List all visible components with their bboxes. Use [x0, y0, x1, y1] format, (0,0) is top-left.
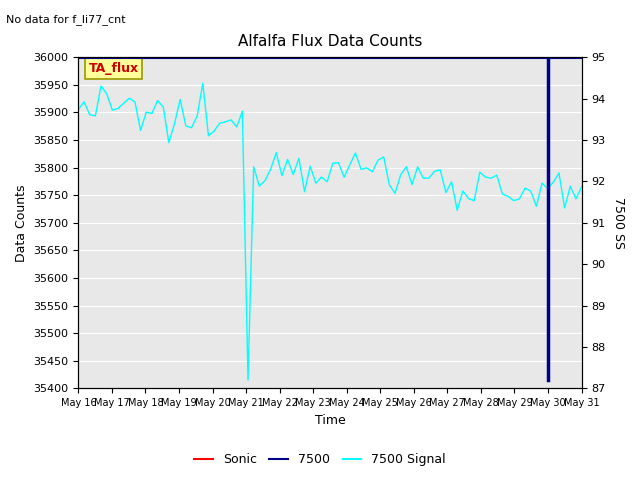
Text: No data for f_li77_cnt: No data for f_li77_cnt	[6, 14, 126, 25]
Text: TA_flux: TA_flux	[88, 62, 139, 75]
Legend: Sonic, 7500, 7500 Signal: Sonic, 7500, 7500 Signal	[189, 448, 451, 471]
Y-axis label: 7500 SS: 7500 SS	[612, 197, 625, 249]
X-axis label: Time: Time	[315, 414, 346, 427]
Title: Alfalfa Flux Data Counts: Alfalfa Flux Data Counts	[238, 34, 422, 49]
Y-axis label: Data Counts: Data Counts	[15, 184, 28, 262]
